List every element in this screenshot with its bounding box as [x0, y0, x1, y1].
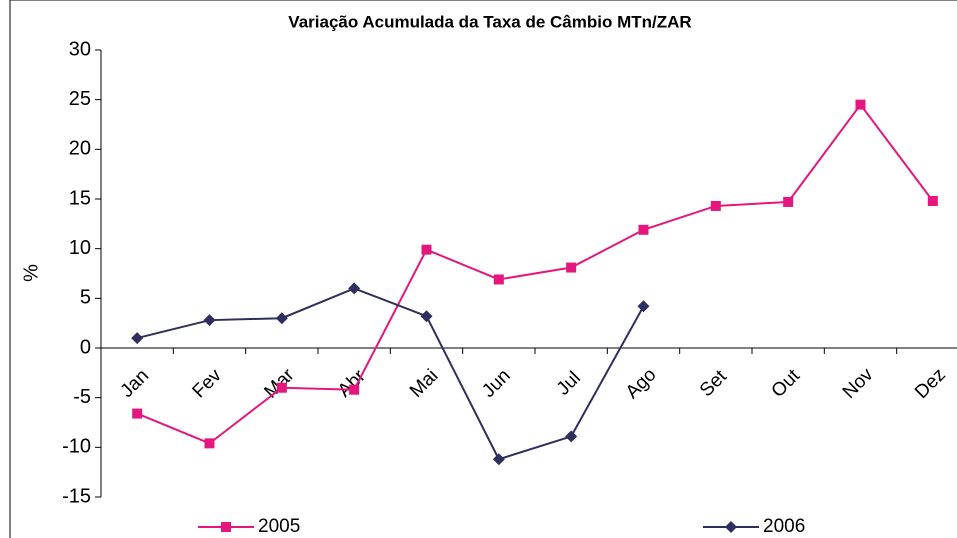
marker	[421, 244, 432, 255]
x-tick-label: Fev	[189, 365, 227, 403]
y-tick-label: 10	[69, 237, 91, 259]
marker	[927, 195, 938, 206]
marker	[204, 438, 215, 449]
y-tick-label: 30	[69, 38, 91, 60]
y-tick-label: -15	[62, 485, 91, 507]
marker	[492, 453, 505, 466]
x-tick-label: Out	[768, 365, 805, 402]
x-tick-label: Mai	[406, 365, 443, 402]
x-tick-label: Jul	[553, 368, 585, 400]
marker	[638, 224, 649, 235]
y-tick-label: 5	[80, 287, 91, 309]
x-tick-label: Jan	[117, 365, 154, 402]
legend-label: 2005	[258, 516, 300, 537]
y-tick-label: 20	[69, 138, 91, 160]
marker	[783, 196, 794, 207]
marker	[221, 522, 231, 532]
marker	[566, 262, 577, 273]
marker	[132, 408, 143, 419]
x-tick-label: Dez	[911, 364, 950, 403]
legend-label: 2006	[763, 516, 805, 537]
marker	[131, 332, 144, 345]
marker	[203, 314, 216, 327]
x-tick-label: Nov	[839, 364, 878, 403]
chart-frame	[9, 0, 957, 538]
marker	[725, 521, 737, 533]
marker	[637, 300, 650, 313]
y-tick-label: 0	[80, 336, 91, 358]
y-tick-label: -10	[62, 436, 91, 458]
marker	[420, 310, 433, 323]
marker	[493, 274, 504, 285]
chart-title: Variação Acumulada da Taxa de Câmbio MTn…	[288, 12, 691, 31]
series-line	[136, 287, 645, 461]
marker	[565, 430, 578, 443]
series-line	[136, 102, 934, 445]
marker	[348, 282, 361, 295]
marker	[710, 200, 721, 211]
y-axis-label: %	[20, 264, 42, 282]
y-tick-label: -5	[73, 386, 91, 408]
marker	[349, 384, 360, 395]
x-tick-label: Jun	[478, 365, 515, 402]
x-tick-label: Ago	[622, 364, 661, 403]
y-tick-label: 15	[69, 187, 91, 209]
y-tick-label: 25	[69, 88, 91, 110]
x-tick-label: Set	[696, 366, 732, 402]
marker	[276, 382, 287, 393]
marker	[275, 312, 288, 325]
marker	[855, 99, 866, 110]
